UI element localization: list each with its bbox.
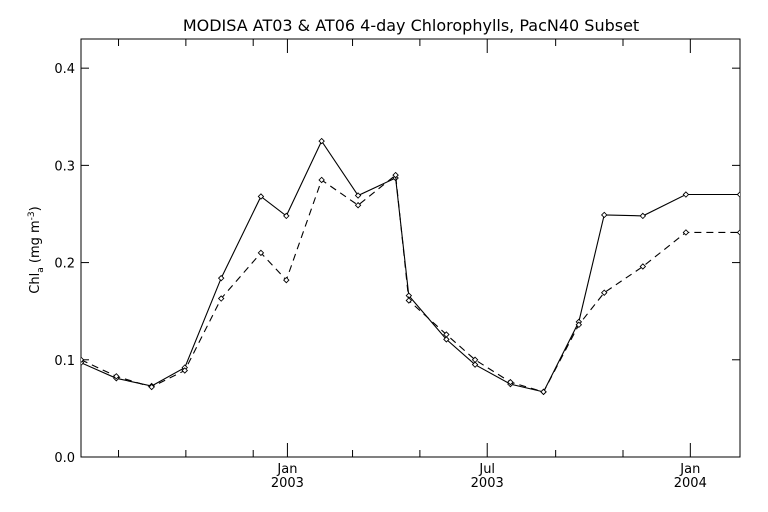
data-point (217, 295, 225, 302)
data-point (575, 321, 583, 329)
series-layer (81, 137, 740, 396)
x-tick-year-label: 2004 (674, 476, 707, 491)
chart-title: MODISA AT03 & AT06 4-day Chlorophylls, P… (183, 16, 639, 35)
x-tick-month-label: Jan (679, 462, 700, 477)
data-point (443, 336, 450, 343)
series-line-dashed (81, 174, 740, 393)
data-point (471, 356, 479, 364)
y-tick-label: 0.3 (54, 159, 75, 174)
y-tick-label: 0.0 (54, 451, 75, 466)
data-point (318, 176, 325, 184)
x-tick-month-label: Jul (478, 462, 495, 477)
data-point (257, 193, 265, 200)
data-point (682, 191, 690, 198)
data-point (600, 289, 608, 296)
data-point (148, 383, 155, 391)
data-point (736, 229, 740, 236)
plot-frame (80, 38, 741, 458)
data-point (600, 211, 608, 219)
y-tick-label: 0.2 (54, 257, 75, 272)
data-point (392, 171, 399, 179)
data-point (217, 274, 225, 282)
y-label-unit: (mg m (28, 220, 43, 267)
data-point (354, 201, 362, 209)
data-point (639, 263, 647, 270)
data-point (181, 367, 188, 374)
data-point (682, 229, 690, 236)
data-point (283, 276, 290, 284)
y-tick-label: 0.4 (54, 62, 75, 77)
data-point (443, 331, 450, 338)
data-point (257, 249, 265, 257)
data-point (354, 192, 362, 199)
y-tick-label: 0.1 (54, 354, 75, 369)
x-tick-month-label: Jan (276, 462, 297, 477)
x-tick-year-label: 2003 (271, 476, 304, 491)
data-point (113, 373, 120, 380)
data-point (283, 212, 290, 220)
data-point (81, 356, 85, 364)
x-tick-year-label: 2003 (471, 476, 504, 491)
series-dashed (81, 171, 740, 396)
data-point (507, 378, 514, 386)
data-point (736, 191, 740, 198)
data-point (318, 137, 325, 145)
data-point (471, 361, 479, 368)
y-label-close: ) (28, 206, 43, 211)
data-point (540, 388, 547, 396)
y-label-superscript: -3 (27, 211, 37, 220)
data-point (405, 297, 413, 304)
data-point (639, 212, 647, 220)
series-line-solid (81, 139, 740, 393)
y-label-subscript: a (36, 267, 46, 273)
y-axis-label: Chla (mg m-3) (27, 206, 46, 293)
y-label-base: Chl (28, 273, 43, 294)
